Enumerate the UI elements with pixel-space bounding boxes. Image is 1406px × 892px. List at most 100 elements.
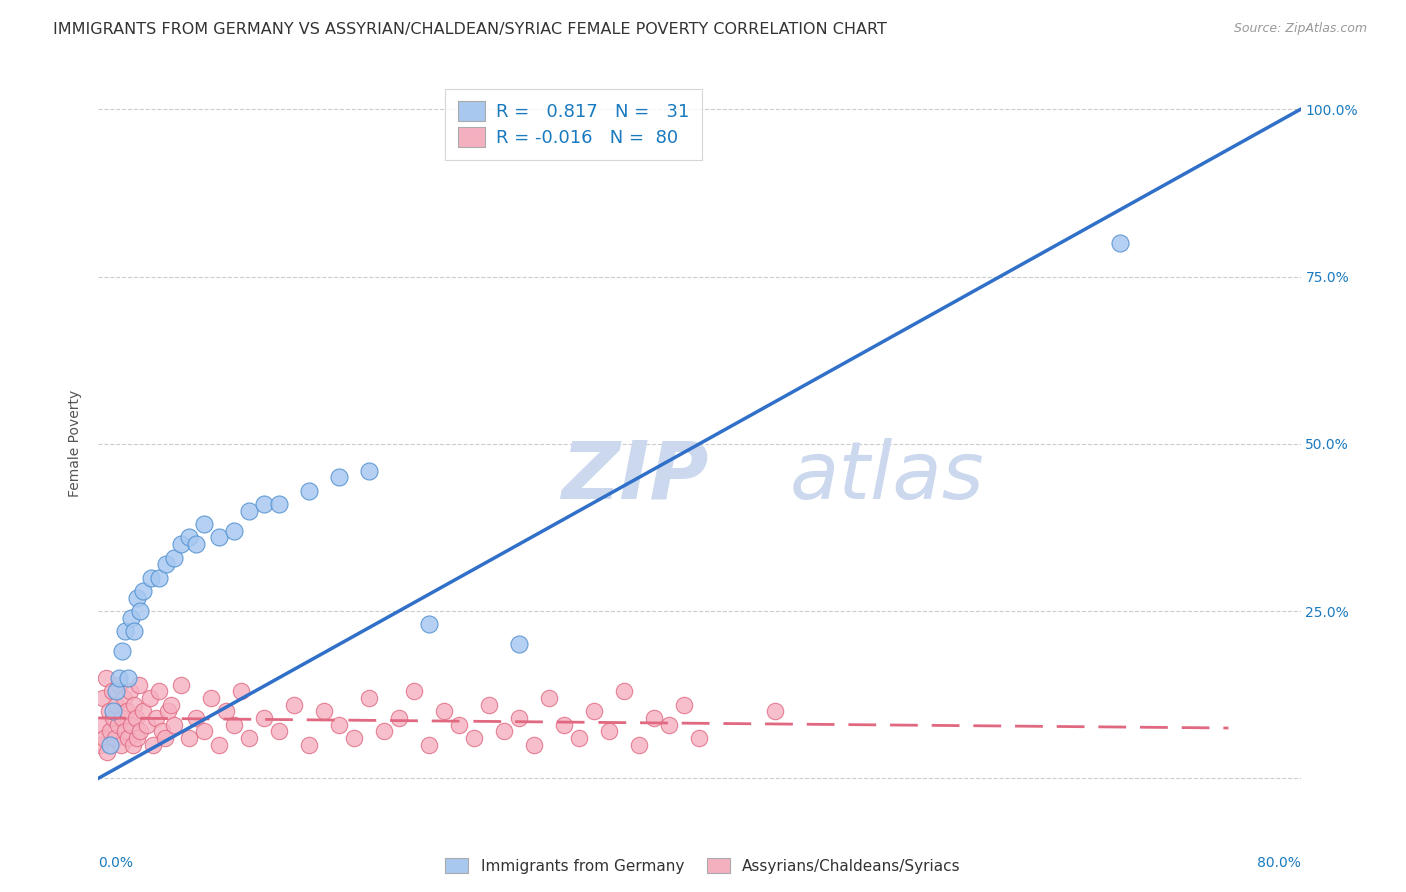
Point	[132, 705, 155, 719]
Point	[267, 724, 290, 739]
Point	[298, 738, 321, 752]
Point	[343, 731, 366, 746]
Point	[568, 731, 591, 746]
Point	[628, 738, 651, 752]
Point	[253, 497, 276, 511]
Point	[138, 690, 160, 705]
Point	[162, 550, 184, 565]
Point	[418, 617, 440, 632]
Point	[153, 731, 176, 746]
Point	[90, 717, 112, 731]
Point	[112, 690, 135, 705]
Point	[222, 717, 245, 731]
Point	[463, 731, 485, 746]
Point	[127, 731, 149, 746]
Point	[553, 717, 575, 731]
Point	[128, 678, 150, 692]
Point	[132, 583, 155, 598]
Point	[141, 738, 163, 752]
Point	[283, 698, 305, 712]
Text: atlas: atlas	[790, 438, 984, 516]
Point	[208, 530, 231, 544]
Point	[238, 503, 260, 517]
Point	[583, 705, 606, 719]
Text: Source: ZipAtlas.com: Source: ZipAtlas.com	[1233, 22, 1367, 36]
Point	[121, 717, 143, 731]
Point	[328, 717, 350, 731]
Point	[124, 698, 146, 712]
Point	[103, 705, 125, 719]
Point	[433, 705, 456, 719]
Point	[184, 537, 207, 551]
Point	[598, 724, 620, 739]
Point	[222, 524, 245, 538]
Point	[150, 724, 173, 739]
Point	[129, 604, 152, 618]
Text: IMMIGRANTS FROM GERMANY VS ASSYRIAN/CHALDEAN/SYRIAC FEMALE POVERTY CORRELATION C: IMMIGRANTS FROM GERMANY VS ASSYRIAN/CHAL…	[53, 22, 887, 37]
Point	[111, 644, 134, 658]
Point	[121, 610, 143, 624]
Point	[103, 711, 125, 725]
Point	[170, 537, 193, 551]
Text: 0.0%: 0.0%	[98, 856, 134, 870]
Point	[357, 464, 380, 478]
Point	[193, 516, 215, 531]
Point	[238, 731, 260, 746]
Point	[215, 705, 238, 719]
Point	[93, 731, 115, 746]
Point	[184, 711, 207, 725]
Point	[89, 738, 111, 752]
Text: 80.0%: 80.0%	[1257, 856, 1301, 870]
Point	[124, 624, 146, 639]
Point	[159, 698, 181, 712]
Point	[658, 717, 681, 731]
Point	[94, 671, 117, 685]
Point	[523, 738, 546, 752]
Point	[108, 678, 131, 692]
Point	[115, 705, 138, 719]
Point	[328, 470, 350, 484]
Point	[763, 705, 786, 719]
Point	[673, 698, 696, 712]
Point	[312, 705, 335, 719]
Point	[148, 571, 170, 585]
Point	[156, 705, 179, 719]
Y-axis label: Female Poverty: Female Poverty	[69, 390, 83, 498]
Point	[388, 711, 411, 725]
Point	[117, 671, 139, 685]
Point	[148, 684, 170, 698]
Point	[125, 711, 148, 725]
Point	[101, 684, 124, 698]
Point	[231, 684, 253, 698]
Point	[114, 624, 136, 639]
Point	[200, 690, 222, 705]
Point	[447, 717, 470, 731]
Point	[114, 724, 136, 739]
Point	[117, 731, 139, 746]
Point	[129, 724, 152, 739]
Point	[402, 684, 425, 698]
Point	[508, 711, 530, 725]
Point	[253, 711, 276, 725]
Point	[208, 738, 231, 752]
Point	[139, 571, 162, 585]
Point	[145, 711, 167, 725]
Point	[107, 717, 129, 731]
Point	[298, 483, 321, 498]
Point	[1109, 235, 1132, 250]
Point	[538, 690, 561, 705]
Point	[613, 684, 636, 698]
Point	[643, 711, 665, 725]
Point	[357, 690, 380, 705]
Point	[193, 724, 215, 739]
Point	[478, 698, 501, 712]
Text: ZIP: ZIP	[561, 438, 709, 516]
Point	[162, 717, 184, 731]
Point	[688, 731, 710, 746]
Point	[135, 717, 157, 731]
Point	[418, 738, 440, 752]
Point	[100, 738, 122, 752]
Legend: Immigrants from Germany, Assyrians/Chaldeans/Syriacs: Immigrants from Germany, Assyrians/Chald…	[439, 852, 967, 880]
Point	[177, 731, 200, 746]
Point	[105, 698, 128, 712]
